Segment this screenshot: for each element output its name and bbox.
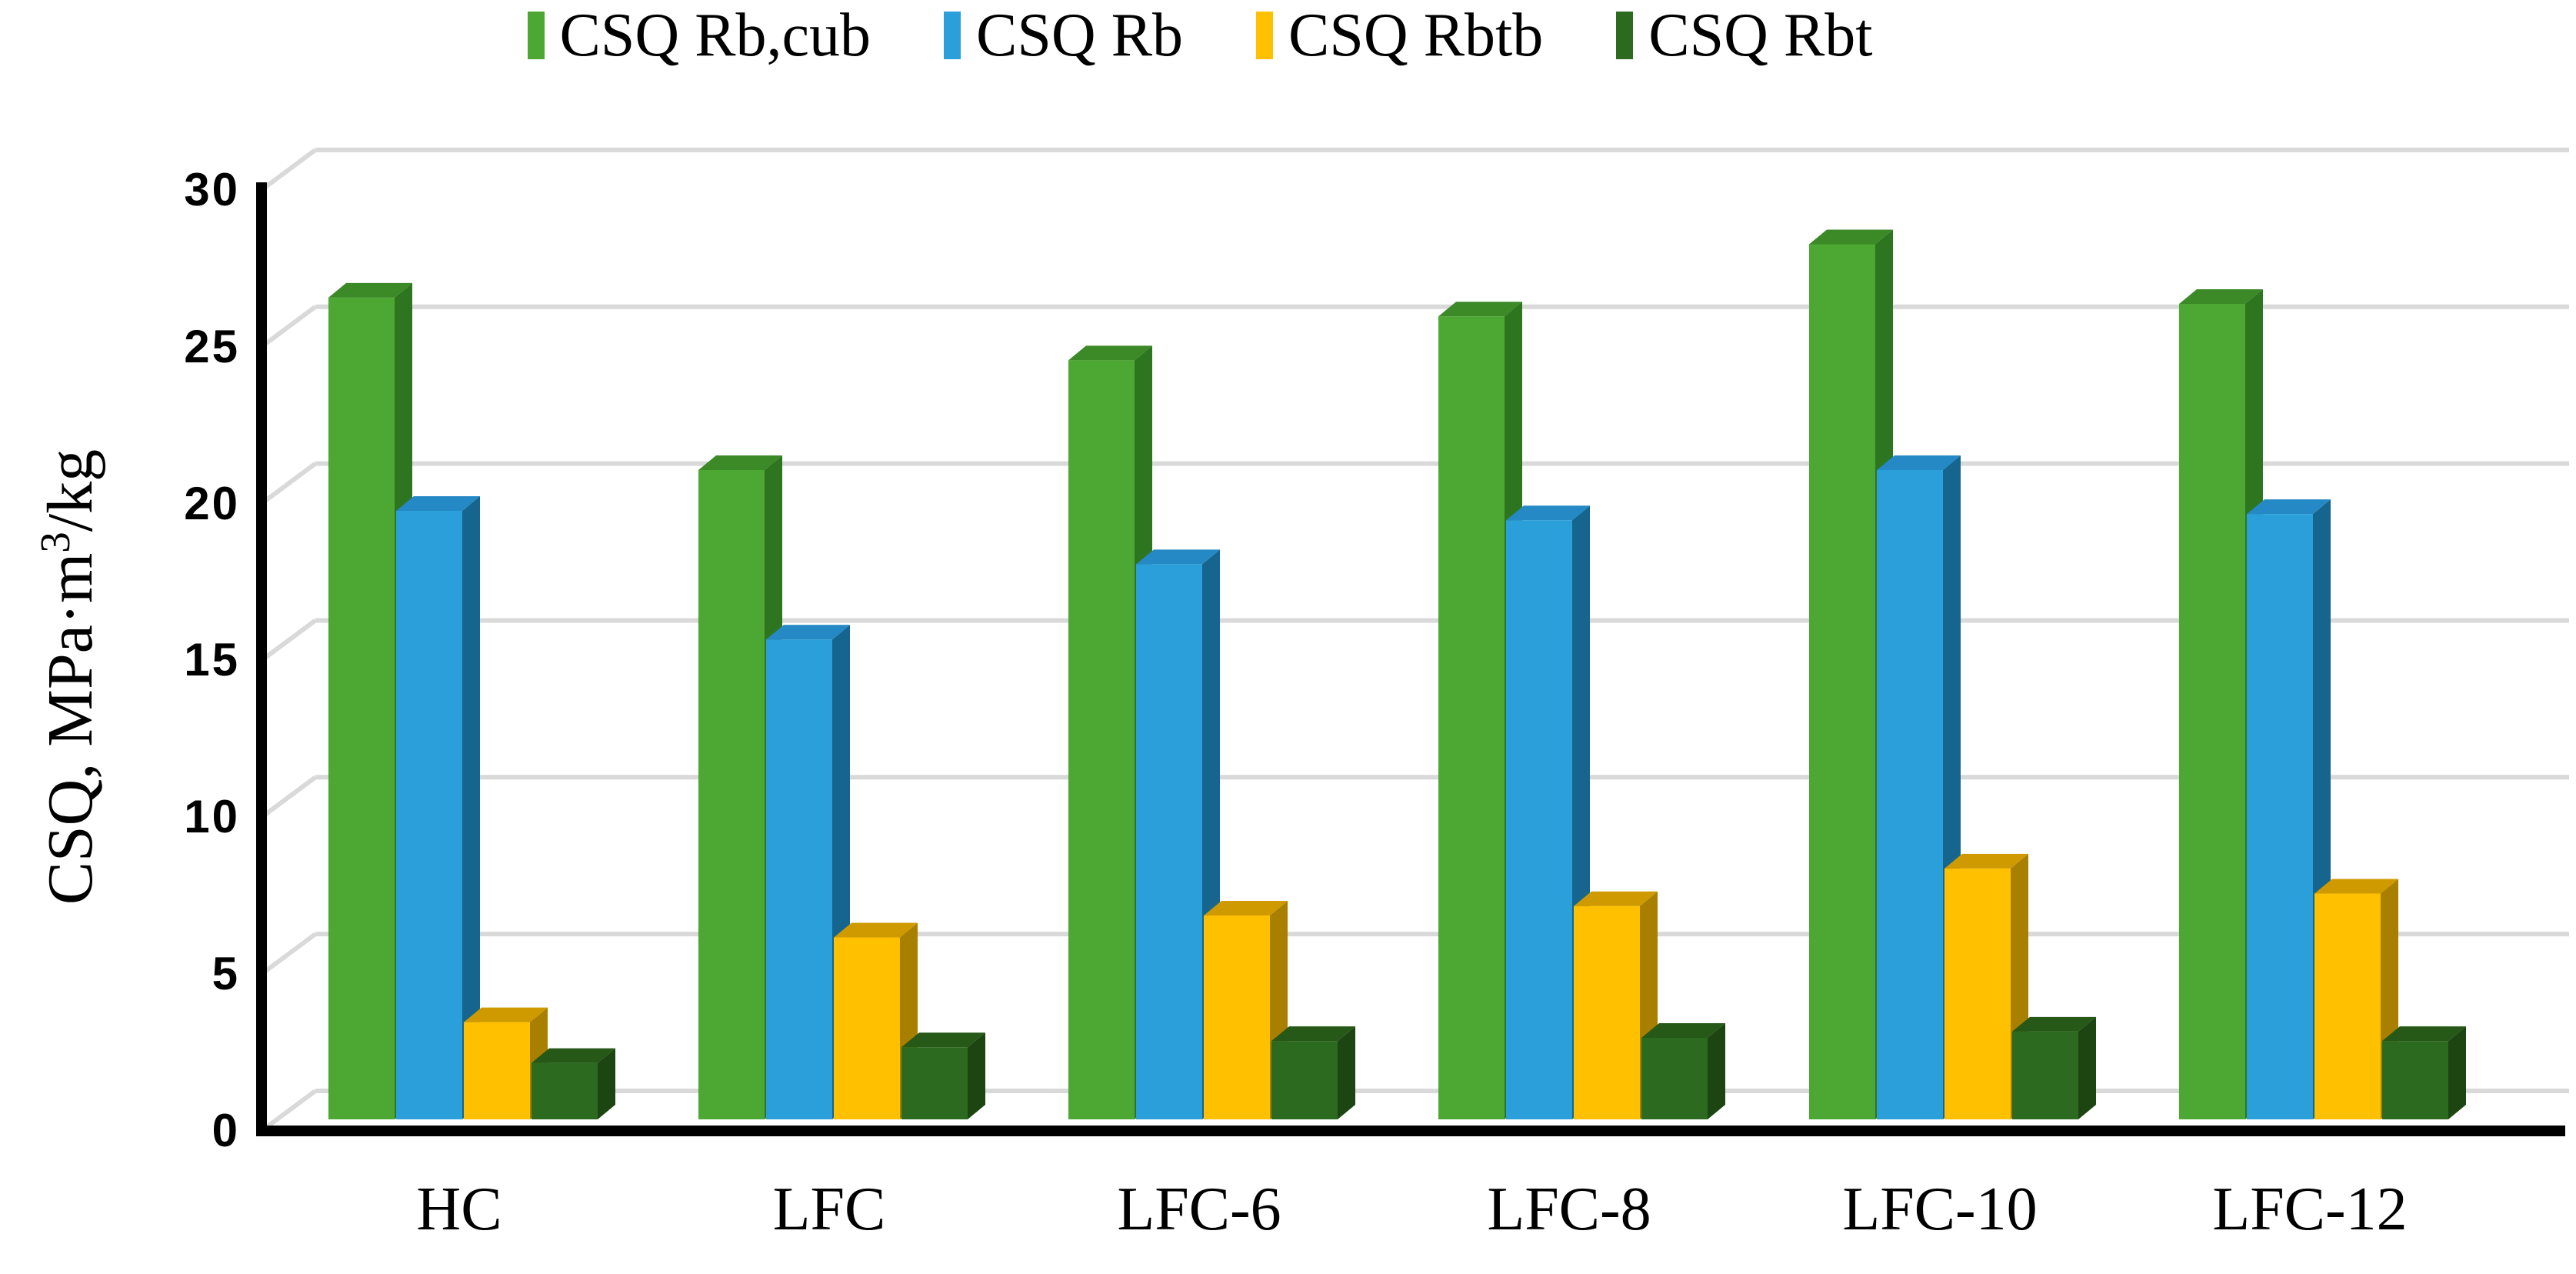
y-tick-30: 30 [184, 163, 240, 215]
bar-front-face [1271, 1041, 1338, 1119]
bar-front-face [1438, 316, 1505, 1120]
y-tick-10: 10 [184, 791, 240, 843]
bar-top-face [834, 922, 918, 938]
gridline-bend-10 [260, 775, 317, 819]
legend-swatch-icon [527, 12, 545, 59]
bar-top-face [1809, 229, 1893, 245]
bar-front-face [328, 297, 395, 1120]
y-tick-20: 20 [184, 477, 240, 529]
gridline-bend-15 [260, 619, 317, 662]
bar-top-face [766, 625, 850, 640]
bar-csq-rb-hc [396, 496, 480, 1119]
gridline-bend-5 [260, 932, 317, 976]
bar-top-face [2179, 288, 2263, 304]
bar-top-face [1068, 345, 1152, 361]
category-label-lfc-12: LFC-12 [2212, 1176, 2408, 1243]
bar-csq-rbt-lfc-6 [1271, 1026, 1355, 1119]
bar-top-face [2314, 879, 2398, 894]
bar-top-face [1944, 853, 2028, 869]
bar-front-face [2382, 1041, 2448, 1119]
bar-front-face [532, 1062, 598, 1119]
legend-item-4: CSQ Rbt [1616, 5, 1872, 66]
bar-top-face [2382, 1026, 2466, 1042]
bar-top-face [2247, 499, 2331, 515]
bar-front-face [2314, 893, 2381, 1119]
category-label-hc: HC [416, 1176, 502, 1243]
legend-swatch-icon [1616, 12, 1634, 59]
bar-front-face [2179, 303, 2245, 1120]
bar-top-face [1204, 900, 1288, 915]
legend-swatch-icon [1256, 12, 1274, 59]
gridline-bend-20 [260, 462, 317, 506]
bar-top-face [1136, 549, 1220, 565]
bar-front-face [2012, 1031, 2078, 1119]
bar-side-face [2448, 1026, 2466, 1119]
bar-top-face [396, 496, 480, 512]
bar-csq-rbt-lfc [901, 1032, 985, 1119]
y-tick-15: 15 [184, 634, 240, 686]
bar-side-face [1708, 1022, 1725, 1119]
bar-top-face [901, 1032, 985, 1048]
category-label-lfc-10: LFC-10 [1842, 1176, 2038, 1243]
bar-front-face [1136, 564, 1202, 1119]
bar-front-face [1641, 1037, 1708, 1119]
legend-label: CSQ Rb [976, 2, 1184, 69]
bar-csq-rbt-lfc-8 [1641, 1022, 1725, 1119]
gridline-bend-30 [260, 148, 317, 192]
bar-front-face [901, 1047, 968, 1119]
bar-csq-rbt-lfc-12 [2382, 1026, 2466, 1119]
bar-side-face [968, 1032, 985, 1119]
bar-front-face [1068, 360, 1135, 1120]
y-tick-0: 0 [212, 1105, 240, 1156]
gridline-bend-25 [260, 305, 317, 349]
category-label-lfc-8: LFC-8 [1487, 1176, 1651, 1243]
y-tick-5: 5 [212, 948, 240, 1000]
gridline-bend-0 [260, 1089, 317, 1133]
bar-csq-rbt-lfc-10 [2012, 1016, 2096, 1119]
bar-top-face [464, 1007, 548, 1022]
bar-front-face [396, 511, 462, 1119]
legend-label: CSQ Rbt [1648, 2, 1873, 69]
bar-side-face [2078, 1016, 2096, 1119]
chart-legend: CSQ Rb,cub CSQ Rb CSQ Rbtb CSQ Rbt [0, 5, 2400, 66]
bar-front-face [766, 639, 832, 1119]
legend-label: CSQ Rb,cub [559, 2, 871, 69]
bar-top-face [1641, 1022, 1725, 1038]
category-label-lfc: LFC [772, 1176, 886, 1243]
bar-front-face [1809, 244, 1875, 1120]
legend-item-3: CSQ Rbtb [1256, 5, 1543, 66]
bar-top-face [1877, 455, 1961, 471]
bar-top-face [1574, 891, 1658, 906]
bar-side-face [598, 1048, 615, 1119]
legend-item-2: CSQ Rb [944, 5, 1183, 66]
bar-front-face [698, 470, 765, 1119]
bar-top-face [1506, 505, 1590, 521]
legend-item-1: CSQ Rb,cub [527, 2, 871, 69]
bar-top-face [2012, 1016, 2096, 1032]
y-tick-25: 25 [184, 320, 240, 372]
legend-swatch-icon [944, 12, 961, 59]
bar-front-face [834, 937, 900, 1119]
bar-top-face [698, 455, 782, 471]
bar-side-face [1338, 1026, 1355, 1119]
bar-front-face [464, 1022, 530, 1119]
bar-top-face [532, 1048, 615, 1063]
bar-front-face [1574, 905, 1640, 1119]
bar-front-face [1877, 470, 1943, 1119]
bar-front-face [1204, 915, 1270, 1119]
bar-front-face [1944, 868, 2011, 1119]
category-label-lfc-6: LFC-6 [1117, 1176, 1281, 1243]
bar-front-face [1506, 520, 1572, 1119]
bar-front-face [2247, 514, 2313, 1119]
y-axis-title-text: CSQ, MPa·m [35, 552, 106, 905]
bar-top-face [1438, 302, 1522, 317]
y-axis-title-sup: 3 [32, 532, 78, 553]
bar-top-face [328, 282, 412, 298]
bar-csq-rbt-hc [532, 1048, 615, 1119]
bar-top-face [1271, 1026, 1355, 1042]
legend-label: CSQ Rbtb [1288, 2, 1544, 69]
bar-side-face [462, 496, 480, 1119]
